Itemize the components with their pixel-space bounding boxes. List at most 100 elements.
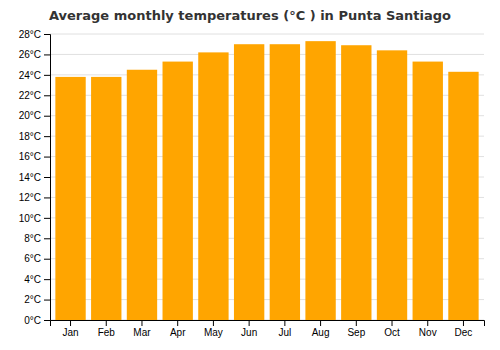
bar	[270, 44, 300, 320]
tick-mark	[463, 320, 464, 326]
tick-label: Mar	[133, 327, 151, 338]
tick-mark	[284, 320, 285, 326]
tick-mark	[427, 320, 428, 326]
tick-label: 24°C	[19, 70, 41, 81]
tick-label: Dec	[455, 327, 473, 338]
axis-line	[44, 35, 51, 321]
tick-mark	[44, 95, 50, 96]
tick-mark	[44, 34, 50, 35]
tick-label: Feb	[98, 327, 116, 338]
tick-mark	[44, 75, 50, 76]
tick: Feb	[98, 320, 116, 338]
tick: 22°C	[19, 90, 50, 101]
tick-label: Nov	[419, 327, 437, 338]
tick-mark	[141, 320, 142, 326]
tick-mark	[44, 136, 50, 137]
tick: Dec	[455, 320, 473, 338]
grid-line	[50, 34, 484, 35]
tick-label: Jan	[62, 327, 78, 338]
tick-label: 10°C	[19, 213, 41, 224]
tick-label: 26°C	[19, 49, 41, 60]
tick-mark	[44, 218, 50, 219]
tick: 20°C	[19, 110, 50, 121]
tick-mark	[44, 300, 50, 301]
tick: 12°C	[19, 192, 50, 203]
tick: Aug	[312, 320, 330, 338]
tick-mark	[44, 259, 50, 260]
tick-mark	[213, 320, 214, 326]
tick-mark	[44, 238, 50, 239]
tick-label: May	[204, 327, 223, 338]
plot-area	[55, 41, 478, 320]
tick: 0°C	[24, 315, 50, 326]
bar	[377, 50, 407, 320]
tick: 24°C	[19, 70, 50, 81]
tick-label: Jul	[278, 327, 291, 338]
tick-label: 8°C	[24, 233, 41, 244]
tick-label: Jun	[241, 327, 257, 338]
tick: Apr	[170, 320, 186, 338]
tick-mark	[44, 279, 50, 280]
axis-line	[51, 321, 485, 327]
tick-label: 20°C	[19, 110, 41, 121]
bar	[341, 45, 371, 320]
bar	[55, 77, 85, 320]
tick: 10°C	[19, 213, 50, 224]
tick-mark	[70, 320, 71, 326]
tick: 8°C	[24, 233, 50, 244]
tick: 4°C	[24, 274, 50, 285]
tick-mark	[177, 320, 178, 326]
tick-mark	[392, 320, 393, 326]
tick: May	[204, 320, 223, 338]
tick: Jul	[278, 320, 291, 338]
tick: 18°C	[19, 131, 50, 142]
tick-mark	[44, 197, 50, 198]
tick-label: 16°C	[19, 151, 41, 162]
chart-container: 0°C 2°C 4°C 6°C 8°C 10°C 12°C 14°C 16°C 18°C 20°C 2…	[0, 0, 500, 350]
title: Average monthly temperatures (°C ) in Pu…	[49, 8, 451, 23]
tick: Mar	[133, 320, 151, 338]
tick-mark	[44, 157, 50, 158]
x-axis: Jan Feb Mar Apr May Jun Jul Aug Sep Oct Nov Dec	[51, 320, 485, 338]
tick-label: 2°C	[24, 294, 41, 305]
tick-mark	[44, 54, 50, 55]
tick: Jun	[241, 320, 257, 338]
bar	[163, 62, 193, 320]
tick-label: Oct	[384, 327, 400, 338]
tick: Jan	[62, 320, 78, 338]
y-axis: 0°C 2°C 4°C 6°C 8°C 10°C 12°C 14°C 16°C 18°C 20°C 2…	[19, 29, 51, 326]
bar	[305, 41, 335, 320]
tick-label: Aug	[312, 327, 330, 338]
tick-mark	[356, 320, 357, 326]
tick-mark	[44, 116, 50, 117]
bar	[91, 77, 121, 320]
tick: 2°C	[24, 294, 50, 305]
tick-label: Apr	[170, 327, 186, 338]
bar	[413, 62, 443, 320]
bar	[198, 52, 228, 320]
tick-label: 4°C	[24, 274, 41, 285]
tick-mark	[44, 320, 50, 321]
tick-label: 6°C	[24, 253, 41, 264]
tick: 6°C	[24, 253, 50, 264]
grid-line	[50, 54, 484, 55]
tick: Nov	[419, 320, 437, 338]
tick: 14°C	[19, 172, 50, 183]
tick: 16°C	[19, 151, 50, 162]
tick-label: 12°C	[19, 192, 41, 203]
tick-mark	[44, 177, 50, 178]
bar	[448, 72, 478, 320]
tick: Sep	[347, 320, 365, 338]
tick-label: 14°C	[19, 172, 41, 183]
tick-label: 0°C	[24, 315, 41, 326]
tick-label: Sep	[347, 327, 365, 338]
tick-label: 18°C	[19, 131, 41, 142]
bar	[234, 44, 264, 320]
chart: 0°C 2°C 4°C 6°C 8°C 10°C 12°C 14°C 16°C 18°C 20°C 2…	[0, 0, 500, 350]
grid	[50, 34, 484, 320]
bar	[127, 70, 157, 320]
tick-mark	[320, 320, 321, 326]
tick-label: 28°C	[19, 29, 41, 40]
tick: Oct	[384, 320, 400, 338]
tick: 26°C	[19, 49, 50, 60]
